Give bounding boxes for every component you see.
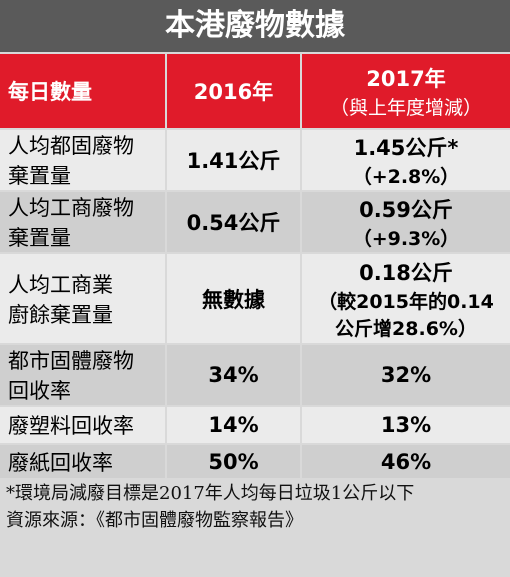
cell-line: 2016年 xyxy=(193,80,274,104)
footnote: 資源來源：《都市固體廢物監察報告》 xyxy=(6,510,303,531)
table-cell: 無數據 xyxy=(167,254,300,343)
cell-line: 0.54公斤 xyxy=(186,211,281,235)
cell-line: （與上年度增減） xyxy=(329,96,482,119)
cell-line: 人均都固廢物 xyxy=(8,134,134,158)
footnote: *環境局減廢目標是2017年人均每日垃圾1公斤以下 xyxy=(6,483,415,504)
table-cell: 34% xyxy=(167,345,300,405)
cell-line: 廢紙回收率 xyxy=(8,450,113,475)
table-cell: 50% xyxy=(167,445,300,478)
cell-line: 棄置量 xyxy=(8,226,71,250)
cell-line: 14% xyxy=(208,413,259,437)
cell-line: （較2015年的0.14 xyxy=(318,290,494,313)
table-cell: 2017年 （與上年度增減） xyxy=(302,54,510,128)
table-cell: 廢紙回收率 xyxy=(0,445,165,478)
table-cell: 廢塑料回收率 xyxy=(0,407,165,443)
cell-line: 廢塑料回收率 xyxy=(8,414,134,438)
cell-line: 34% xyxy=(208,363,259,387)
table-cell: 1.45公斤* （+2.8%） xyxy=(302,130,510,190)
table-cell: 人均都固廢物 棄置量 xyxy=(0,130,165,190)
cell-line: 50% xyxy=(208,449,259,474)
cell-line: 46% xyxy=(380,449,432,474)
cell-line: 0.18公斤 xyxy=(359,260,453,285)
table-cell: 人均工商業廚餘棄置量 xyxy=(0,254,165,343)
table-cell: 每日數量 xyxy=(0,54,165,128)
cell-line: 2017年 xyxy=(366,66,446,91)
cell-line: 0.59公斤 xyxy=(359,197,453,222)
cell-line: 無數據 xyxy=(202,287,265,312)
cell-line: （+9.3%） xyxy=(352,227,460,250)
cell-line: 都市固體廢物 xyxy=(8,349,134,373)
cell-line: 每日數量 xyxy=(8,80,92,104)
table-cell: 46% xyxy=(302,445,510,478)
cell-line: 人均工商廢物 xyxy=(8,196,134,220)
cell-line: 1.45公斤* xyxy=(353,135,459,160)
table-cell: 人均工商廢物 棄置量 xyxy=(0,192,165,252)
footnotes: *環境局減廢目標是2017年人均每日垃圾1公斤以下 資源來源：《都市固體廢物監察報… xyxy=(6,480,506,534)
cell-line: 人均工商業 xyxy=(8,272,113,297)
table-cell: 0.18公斤 （較2015年的0.14 公斤增28.6%） xyxy=(302,254,510,343)
title: 本港廢物數據 xyxy=(0,0,510,52)
cell-line: 廚餘棄置量 xyxy=(8,302,113,327)
cell-line: 回收率 xyxy=(8,379,71,403)
cell-line: 1.41公斤 xyxy=(186,149,281,173)
cell-line: 公斤增28.6%） xyxy=(335,317,477,340)
cell-line: 13% xyxy=(380,413,432,437)
cell-line: 32% xyxy=(380,363,432,387)
table-cell: 0.59公斤 （+9.3%） xyxy=(302,192,510,252)
table-cell: 0.54公斤 xyxy=(167,192,300,252)
table-cell: 14% xyxy=(167,407,300,443)
table-cell: 2016年 xyxy=(167,54,300,128)
table-cell: 1.41公斤 xyxy=(167,130,300,190)
cell-line: 棄置量 xyxy=(8,164,71,188)
table-cell: 32% xyxy=(302,345,510,405)
cell-line: （+2.8%） xyxy=(352,165,460,188)
table-cell: 都市固體廢物 回收率 xyxy=(0,345,165,405)
table-cell: 13% xyxy=(302,407,510,443)
